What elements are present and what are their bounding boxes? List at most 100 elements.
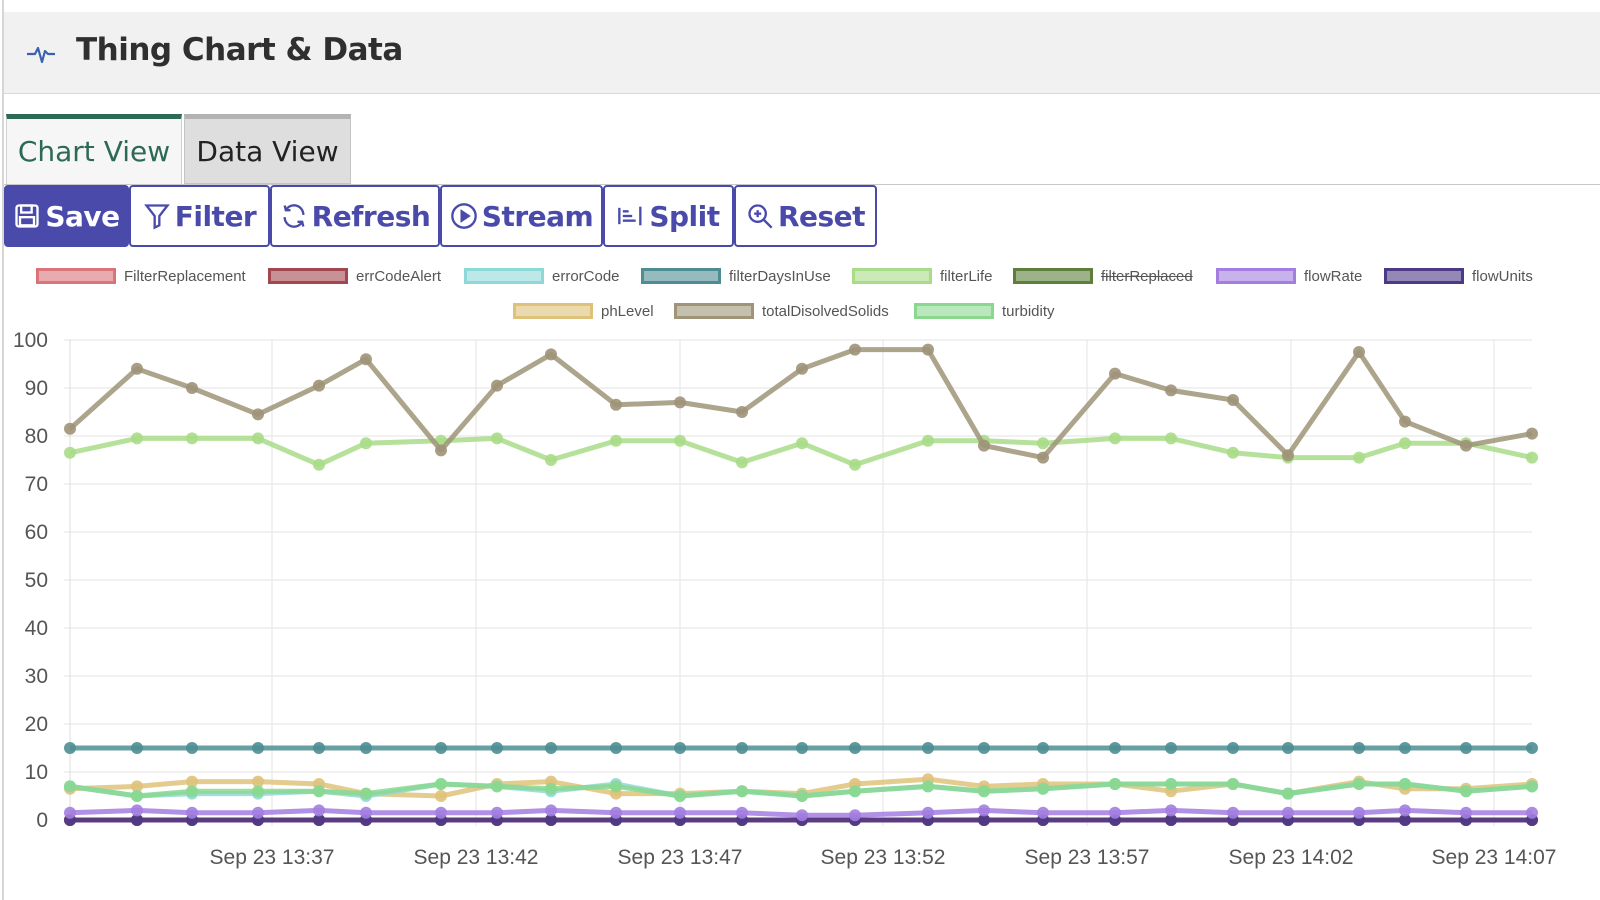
- legend-item-totalDisolvedSolids[interactable]: totalDisolvedSolids: [674, 300, 889, 322]
- data-point-totalDisolvedSolids: [1282, 449, 1294, 462]
- legend-label: turbidity: [1002, 302, 1055, 320]
- data-point-turbidity: [545, 782, 557, 795]
- data-point-filterDaysInUse: [1109, 742, 1121, 754]
- filter-button[interactable]: Filter: [129, 185, 270, 247]
- legend-item-filterDaysInUse[interactable]: filterDaysInUse: [641, 265, 831, 287]
- data-point-filterDaysInUse: [922, 742, 934, 754]
- data-point-turbidity: [491, 780, 503, 793]
- legend-label: errCodeAlert: [356, 267, 442, 285]
- data-point-flowRate: [1282, 806, 1294, 819]
- data-point-flowRate: [736, 806, 748, 819]
- data-point-turbidity: [186, 785, 198, 798]
- split-icon: [618, 206, 642, 226]
- data-point-flowRate: [1399, 804, 1411, 817]
- stream-button[interactable]: Stream: [440, 185, 603, 247]
- data-point-filterLife: [1526, 451, 1538, 464]
- data-point-filterDaysInUse: [1353, 742, 1365, 754]
- refresh-button[interactable]: Refresh: [270, 185, 440, 247]
- data-point-phLevel: [252, 775, 264, 788]
- reset-button[interactable]: Reset: [734, 185, 877, 247]
- data-point-flowRate: [1353, 806, 1365, 819]
- data-point-flowRate: [64, 806, 76, 819]
- data-point-filterDaysInUse: [64, 742, 76, 754]
- data-point-turbidity: [1227, 778, 1239, 790]
- data-point-totalDisolvedSolids: [1353, 346, 1365, 358]
- data-point-flowRate: [1109, 806, 1121, 819]
- data-point-turbidity: [674, 790, 686, 802]
- data-point-filterLife: [736, 456, 748, 469]
- legend-item-errorCode[interactable]: errorCode: [464, 265, 620, 287]
- x-tick-label: Sep 23 13:57: [1025, 846, 1150, 869]
- tab-chart-view[interactable]: Chart View: [6, 114, 182, 184]
- legend-label: FilterReplacement: [124, 267, 246, 285]
- legend-swatch: [513, 303, 593, 319]
- zoom-in-icon: [748, 204, 773, 229]
- data-point-turbidity: [736, 785, 748, 798]
- legend-label: flowUnits: [1472, 267, 1533, 285]
- split-button[interactable]: Split: [603, 185, 734, 247]
- x-tick-label: Sep 23 13:52: [821, 846, 946, 869]
- y-tick-label: 40: [25, 617, 48, 640]
- x-tick-label: Sep 23 14:07: [1432, 846, 1557, 869]
- data-point-filterDaysInUse: [1037, 742, 1049, 754]
- data-point-flowRate: [922, 806, 934, 819]
- data-point-filterDaysInUse: [610, 742, 622, 754]
- data-point-turbidity: [1460, 785, 1472, 798]
- stream-label: Stream: [481, 199, 594, 233]
- header-bar: Thing Chart & Data: [4, 12, 1600, 94]
- data-point-filterLife: [313, 458, 325, 471]
- data-point-filterLife: [545, 454, 557, 466]
- data-point-turbidity: [313, 785, 325, 798]
- data-point-filterDaysInUse: [545, 742, 557, 754]
- data-point-flowRate: [186, 806, 198, 819]
- legend-item-filterLife[interactable]: filterLife: [852, 265, 993, 287]
- data-point-filterLife: [131, 432, 143, 445]
- data-point-turbidity: [978, 785, 990, 798]
- data-point-totalDisolvedSolids: [1227, 394, 1239, 406]
- data-point-totalDisolvedSolids: [1399, 415, 1411, 428]
- save-icon: [15, 204, 40, 228]
- legend-label: filterDaysInUse: [729, 267, 831, 285]
- legend-item-flowRate[interactable]: flowRate: [1216, 265, 1362, 287]
- data-point-flowRate: [978, 804, 990, 817]
- data-point-totalDisolvedSolids: [252, 408, 264, 421]
- activity-pulse-icon: [27, 46, 55, 64]
- data-point-filterLife: [674, 434, 686, 447]
- legend-item-errCodeAlert[interactable]: errCodeAlert: [268, 265, 441, 287]
- data-point-flowRate: [252, 806, 264, 819]
- data-point-filterDaysInUse: [491, 742, 503, 754]
- legend-label: errorCode: [552, 267, 620, 285]
- tab-data-view[interactable]: Data View: [184, 114, 351, 184]
- data-point-totalDisolvedSolids: [1037, 451, 1049, 464]
- legend-item-FilterReplacement[interactable]: FilterReplacement: [36, 265, 246, 287]
- data-point-totalDisolvedSolids: [978, 439, 990, 452]
- data-point-turbidity: [360, 787, 372, 800]
- x-tick-label: Sep 23 13:37: [210, 846, 335, 869]
- page-title: Thing Chart & Data: [76, 32, 403, 68]
- data-point-flowRate: [360, 806, 372, 819]
- data-point-filterDaysInUse: [1460, 742, 1472, 754]
- legend-item-flowUnits[interactable]: flowUnits: [1384, 265, 1533, 287]
- y-tick-label: 100: [13, 329, 48, 352]
- data-point-flowRate: [1526, 806, 1538, 819]
- filter-icon: [143, 204, 170, 230]
- data-point-turbidity: [1526, 780, 1538, 793]
- legend-item-phLevel[interactable]: phLevel: [513, 300, 654, 322]
- data-point-filterDaysInUse: [1282, 742, 1294, 754]
- data-point-filterDaysInUse: [186, 742, 198, 754]
- legend-swatch: [641, 268, 721, 284]
- data-point-totalDisolvedSolids: [1460, 439, 1472, 452]
- save-button[interactable]: Save: [4, 185, 129, 247]
- data-point-turbidity: [1282, 787, 1294, 800]
- legend-label: phLevel: [601, 302, 654, 320]
- play-circle-icon: [450, 203, 477, 229]
- legend-item-turbidity[interactable]: turbidity: [914, 300, 1055, 322]
- data-point-totalDisolvedSolids: [360, 353, 372, 366]
- data-point-turbidity: [849, 785, 861, 798]
- data-point-flowRate: [131, 804, 143, 817]
- line-chart: 0 10 20 30 40 50 60 70 80 90 100 Sep 23 13:37 Sep 23…: [13, 329, 1557, 869]
- data-point-filterLife: [849, 458, 861, 471]
- data-point-filterDaysInUse: [978, 742, 990, 754]
- data-point-filterDaysInUse: [131, 742, 143, 754]
- legend-item-filterReplaced[interactable]: filterReplaced: [1013, 265, 1193, 287]
